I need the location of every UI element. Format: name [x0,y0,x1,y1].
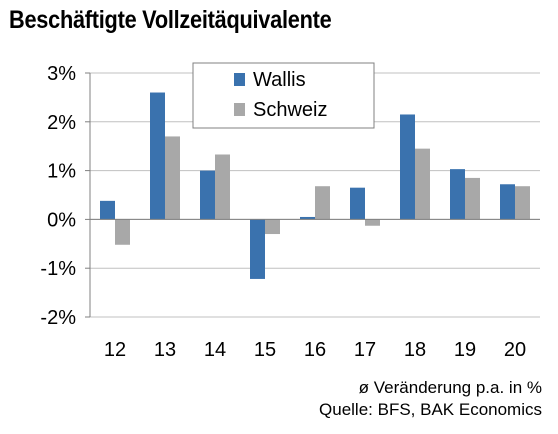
bar-schweiz [215,154,230,220]
y-tick-label: -2% [40,307,76,329]
y-axis-ticks: 3% 2% 1% 0% -1% -2% [40,63,76,329]
x-tick-label: 19 [454,339,476,361]
legend-swatch-wallis [234,73,245,86]
bar-wallis [400,114,415,220]
x-tick-label: 14 [204,339,226,361]
bar-schweiz [315,186,330,220]
bar-wallis [350,187,365,220]
x-tick-label: 13 [154,339,176,361]
x-tick-label: 12 [104,339,126,361]
legend-label-wallis: Wallis [253,69,306,91]
bar-schweiz [365,219,380,226]
legend-label-schweiz: Schweiz [253,99,327,121]
y-tick-label: 1% [47,161,76,183]
x-tick-label: 20 [504,339,526,361]
y-tick-label: -1% [40,258,76,280]
bar-wallis [150,92,165,220]
x-tick-label: 17 [354,339,376,361]
bar-schweiz [465,177,480,220]
x-tick-label: 18 [404,339,426,361]
bars [90,92,540,279]
y-tick-label: 2% [47,112,76,134]
bar-schweiz [165,136,180,220]
x-tick-label: 16 [304,339,326,361]
bar-wallis [450,169,465,220]
bar-schweiz [115,219,130,245]
legend-box [192,62,375,129]
y-tick-label: 3% [47,63,76,85]
x-tick-label: 15 [254,339,276,361]
bar-wallis [250,219,265,279]
x-axis-ticks: 12 13 14 15 16 17 18 19 20 [104,339,526,361]
bar-schweiz [515,186,530,220]
bar-schweiz [415,148,430,220]
legend-swatch-schweiz [234,103,245,116]
bar-wallis [100,200,115,220]
legend: Wallis Schweiz [192,62,375,129]
bar-wallis [500,184,515,220]
bar-wallis [300,216,315,220]
y-tick-label: 0% [47,209,76,231]
footnote: ø Veränderung p.a. in % [358,378,542,397]
bar-schweiz [265,219,280,235]
source-note: Quelle: BFS, BAK Economics [319,400,542,419]
chart-title: Beschäftigte Vollzeitäquivalente [9,6,332,34]
bar-wallis [200,170,215,220]
